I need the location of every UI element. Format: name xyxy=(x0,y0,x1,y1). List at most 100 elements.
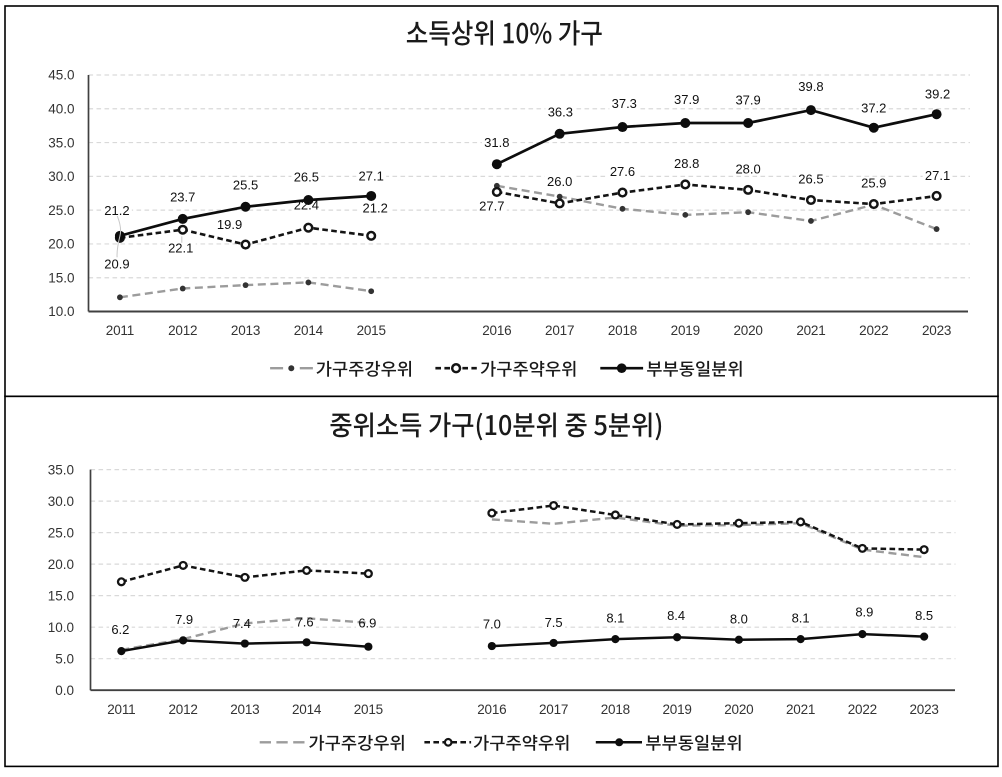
data-label: 37.2 xyxy=(861,100,886,115)
filled-circle-marker xyxy=(617,122,628,133)
x-tick-label: 2023 xyxy=(910,702,939,717)
chart-top-income-10pct: 45.0 40.0 35.0 30.0 25.0 20.0 15.0 10.0 2011 2012… xyxy=(48,68,970,374)
data-label-box xyxy=(109,623,132,636)
series-line xyxy=(491,504,925,551)
data-label-box xyxy=(795,80,826,93)
data-label: 8.1 xyxy=(606,611,624,626)
series-line xyxy=(496,184,938,231)
x-tick-label: 2013 xyxy=(231,323,260,338)
x-tick-label: 2017 xyxy=(539,702,568,717)
open-circle-marker xyxy=(796,517,806,527)
filled-circle-marker xyxy=(734,635,743,644)
x-tick-label: 2018 xyxy=(601,702,630,717)
data-label: 7.6 xyxy=(296,614,314,629)
open-circle-marker xyxy=(931,190,942,202)
open-circle-marker xyxy=(178,560,188,570)
open-circle-marker xyxy=(366,230,377,241)
series-head-weak xyxy=(116,500,929,587)
data-label: 31.8 xyxy=(484,135,509,150)
filled-circle-marker xyxy=(177,213,188,224)
gridlines xyxy=(88,74,970,279)
x-tick-label: 2014 xyxy=(294,323,324,338)
data-label-box xyxy=(607,165,638,178)
data-label-box xyxy=(609,97,640,110)
small-dot-marker xyxy=(682,211,689,218)
data-label: 19.9 xyxy=(217,217,242,232)
data-label-box xyxy=(230,178,261,191)
filled-circle-marker xyxy=(858,630,867,639)
data-label-leader-line xyxy=(116,215,122,258)
data-label: 27.1 xyxy=(359,169,384,184)
data-label: 21.2 xyxy=(104,203,129,218)
filled-circle-marker xyxy=(796,635,805,644)
data-label-box xyxy=(214,218,245,231)
open-circle-marker xyxy=(734,518,744,528)
data-label: 7.5 xyxy=(545,615,563,630)
data-label-box xyxy=(789,611,812,625)
open-circle-marker xyxy=(302,565,312,575)
data-labels: 21.2 23.7 25.5 26.5 27.1 31.8 36.3 37.3 37.9 37.9… xyxy=(104,79,950,218)
open-circle-marker xyxy=(363,569,373,579)
data-labels: 6.2 7.9 7.4 7.6 6.9 7.0 7.5 8.1 8.4 8.0 8.1 8.9 8.5 xyxy=(111,604,933,637)
data-label: 26.5 xyxy=(294,170,319,185)
data-label-box xyxy=(481,135,512,149)
series-line xyxy=(496,108,937,166)
data-label-box xyxy=(671,92,702,106)
data-label: 26.5 xyxy=(798,172,823,187)
y-tick-labels: 45.0 40.0 35.0 30.0 25.0 20.0 15.0 10.0 xyxy=(48,68,74,319)
series-couple-same-decile xyxy=(117,630,929,656)
data-label: 28.0 xyxy=(735,161,760,176)
y-tick-label: 40.0 xyxy=(48,101,74,116)
filled-circle-marker xyxy=(611,635,620,644)
series-line xyxy=(496,183,937,206)
y-tick-label: 30.0 xyxy=(48,169,74,184)
legend xyxy=(270,363,644,374)
x-tick-label: 2014 xyxy=(292,702,322,717)
filled-circle-marker xyxy=(805,105,816,116)
x-tick-label: 2022 xyxy=(859,323,888,338)
y-tick-label: 10.0 xyxy=(48,304,74,319)
x-tick-label: 2011 xyxy=(107,702,135,717)
open-circle-marker xyxy=(303,222,314,233)
y-tick-label: 10.0 xyxy=(48,620,74,635)
data-label: 8.9 xyxy=(855,604,873,619)
legend xyxy=(259,737,642,747)
data-label: 21.2 xyxy=(363,200,388,215)
data-label: 8.5 xyxy=(915,608,933,623)
x-tick-label: 2019 xyxy=(663,702,692,717)
x-tick-label: 2015 xyxy=(354,702,383,717)
filled-circle-marker xyxy=(743,117,754,128)
bottom-panel-border xyxy=(4,395,999,768)
filled-circle-marker xyxy=(302,638,311,647)
open-circle-marker xyxy=(743,184,754,195)
filled-circle-marker xyxy=(117,647,126,656)
data-label-box xyxy=(671,157,702,170)
series-line xyxy=(491,632,925,648)
x-tick-label: 2012 xyxy=(168,323,197,338)
bottom-legend-label-strong: 가구주강우위 xyxy=(309,733,395,751)
x-tick-label: 2020 xyxy=(724,702,753,717)
x-tick-label: 2019 xyxy=(671,323,700,338)
open-circle-marker xyxy=(491,186,502,197)
filled-circle-marker xyxy=(366,190,377,201)
data-label-box xyxy=(101,204,132,217)
y-tick-label: 25.0 xyxy=(48,525,74,540)
filled-circle-marker xyxy=(931,109,942,120)
filled-circle-marker xyxy=(303,195,314,206)
data-label: 8.4 xyxy=(667,608,685,623)
open-circle-marker xyxy=(610,510,620,520)
filled-circle-marker xyxy=(179,636,188,645)
open-circle-marker xyxy=(680,179,691,190)
data-label-box xyxy=(727,612,751,625)
series-line xyxy=(491,516,925,559)
data-label: 25.5 xyxy=(233,177,258,192)
x-tick-label: 2012 xyxy=(169,702,198,717)
open-circle-marker xyxy=(857,543,867,553)
data-label: 8.1 xyxy=(792,611,810,626)
legend-swatch-filled-circle xyxy=(615,738,624,747)
bottom-chart-title: 중위소득 가구(10분위 중 5분위) xyxy=(337,413,656,440)
filled-circle-marker xyxy=(364,642,373,651)
x-tick-label: 2018 xyxy=(608,323,637,338)
y-tick-label: 0.0 xyxy=(55,683,74,698)
data-label-box xyxy=(356,616,379,629)
